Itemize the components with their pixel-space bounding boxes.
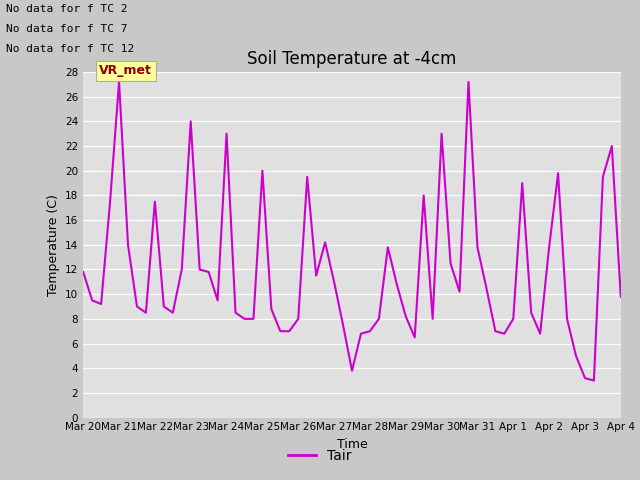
Text: No data for f TC 2: No data for f TC 2 bbox=[6, 4, 128, 14]
Legend: Tair: Tair bbox=[283, 443, 357, 468]
Y-axis label: Temperature (C): Temperature (C) bbox=[47, 194, 60, 296]
Text: VR_met: VR_met bbox=[99, 64, 152, 77]
Title: Soil Temperature at -4cm: Soil Temperature at -4cm bbox=[247, 49, 457, 68]
X-axis label: Time: Time bbox=[337, 438, 367, 451]
Text: No data for f TC 12: No data for f TC 12 bbox=[6, 44, 134, 54]
Text: No data for f TC 7: No data for f TC 7 bbox=[6, 24, 128, 34]
